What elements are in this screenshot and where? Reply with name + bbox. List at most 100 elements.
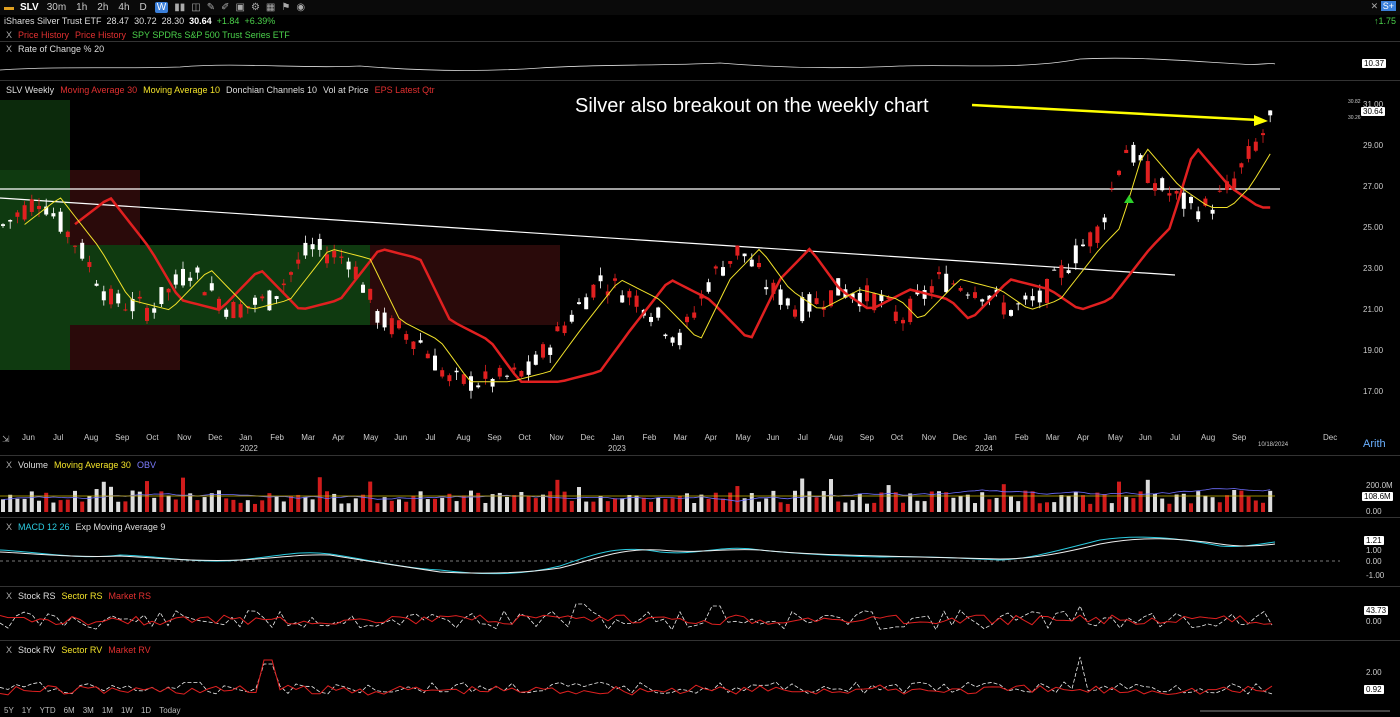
scrollbar[interactable] — [1200, 710, 1390, 712]
legend-market-rs[interactable]: Market RS — [108, 591, 152, 601]
divider — [0, 517, 1400, 518]
vap-zone — [70, 170, 140, 245]
month-label: Jun — [394, 433, 408, 442]
volume-bar — [944, 492, 949, 512]
range-1w[interactable]: 1W — [120, 706, 133, 715]
legend-eps[interactable]: EPS Latest Qtr — [374, 85, 435, 95]
month-label: May — [1107, 433, 1124, 442]
close-rs-icon[interactable]: X — [6, 591, 13, 601]
close-compare-icon[interactable]: X — [6, 30, 13, 40]
compare-item-1[interactable]: Price History — [18, 30, 70, 40]
chart-annotation: Silver also breakout on the weekly chart — [575, 95, 929, 117]
stock-rs-line — [0, 603, 1273, 631]
timeframe-d[interactable]: D — [139, 2, 147, 13]
close-rv-icon[interactable]: X — [6, 645, 13, 655]
volume-bar — [526, 496, 531, 512]
compare-icon[interactable]: ◫ — [191, 2, 201, 13]
legend-ma10[interactable]: Moving Average 10 — [143, 85, 220, 95]
candle — [706, 282, 711, 292]
candle — [577, 302, 581, 305]
range-1y[interactable]: 1Y — [21, 706, 32, 715]
indicator-icon[interactable]: ⚙ — [250, 2, 260, 13]
legend-macd[interactable]: MACD 12 26 — [18, 522, 70, 532]
volume-bar — [433, 498, 437, 512]
layout-icon[interactable]: ▣ — [235, 2, 245, 13]
volume-bar — [281, 501, 286, 512]
legend-vap[interactable]: Vol at Price — [323, 85, 369, 95]
legend-ma30[interactable]: Moving Average 30 — [60, 85, 138, 95]
candle — [188, 277, 193, 281]
range-1m[interactable]: 1M — [101, 706, 113, 715]
legend-stock-rv[interactable]: Stock RV — [18, 645, 56, 655]
legend-stock-rs[interactable]: Stock RS — [18, 591, 56, 601]
candle — [325, 254, 329, 264]
chart-icon[interactable]: ▬ — [4, 2, 14, 13]
compare-item-2[interactable]: Price History — [75, 30, 127, 40]
candle — [785, 298, 790, 306]
zoom-icon[interactable]: ⇲ — [2, 434, 10, 444]
scale-toggle[interactable]: Arith — [1363, 438, 1386, 450]
candle — [454, 370, 459, 373]
flag-icon[interactable]: ⚑ — [281, 2, 291, 13]
timeframe-1h[interactable]: 1h — [76, 2, 88, 13]
close-window-icon[interactable]: ✕ — [1370, 1, 1379, 11]
legend-vol-ma[interactable]: Moving Average 30 — [54, 460, 131, 470]
close-macd-icon[interactable]: X — [6, 522, 13, 532]
close-volume-icon[interactable]: X — [6, 460, 13, 470]
range-3m[interactable]: 3M — [82, 706, 94, 715]
top-toolbar: ▬ SLV 30m 1h 2h 4h D W ▮▮ ◫ ✎ ✐ ▣ ⚙ ▦ ⚑ … — [0, 0, 1400, 15]
volume-bar — [987, 499, 992, 512]
volume-bar — [238, 502, 243, 512]
price-chart[interactable] — [0, 95, 1340, 425]
range-5y[interactable]: 5Y — [4, 706, 14, 715]
candle — [1009, 310, 1013, 316]
volume-bar — [1210, 497, 1215, 512]
candle-type-icon[interactable]: ▮▮ — [174, 2, 186, 13]
range-ytd[interactable]: YTD — [39, 706, 56, 715]
legend-market-rv[interactable]: Market RV — [108, 645, 151, 655]
volume-bar — [1203, 495, 1208, 512]
legend-sector-rv[interactable]: Sector RV — [61, 645, 103, 655]
volume-bar — [1181, 493, 1186, 512]
candle — [663, 334, 668, 337]
pen-icon[interactable]: ✐ — [221, 2, 230, 13]
grid-icon[interactable]: ▦ — [265, 2, 276, 13]
timeframe-4h[interactable]: 4h — [118, 2, 130, 13]
volume-bar — [1073, 491, 1078, 512]
timeframe-w[interactable]: W — [154, 2, 169, 13]
timeframe-30m[interactable]: 30m — [46, 2, 67, 13]
range-today[interactable]: Today — [159, 706, 181, 715]
close-roc-icon[interactable]: X — [6, 44, 13, 54]
symbol-label[interactable]: SLV — [20, 2, 39, 13]
time-axis: Jun Jul Aug Sep Oct Nov Dec Jan Feb Mar Apr May Jun J… — [0, 433, 1340, 457]
draw-icon[interactable]: ✎ — [206, 2, 216, 13]
legend-ema[interactable]: Exp Moving Average 9 — [75, 522, 166, 532]
timeframe-2h[interactable]: 2h — [97, 2, 109, 13]
volume-bar — [274, 496, 279, 512]
legend-sector-rs[interactable]: Sector RS — [61, 591, 103, 601]
candle — [1145, 161, 1150, 183]
candle — [1246, 146, 1251, 159]
candle — [584, 297, 589, 310]
range-6m[interactable]: 6M — [63, 706, 75, 715]
month-label: Jan — [611, 433, 625, 442]
s-badge-icon[interactable]: S+ — [1380, 1, 1396, 11]
legend-symbol[interactable]: SLV Weekly — [6, 85, 55, 95]
security-name: iShares Silver Trust ETF — [4, 16, 102, 26]
alert-icon[interactable]: ◉ — [296, 2, 306, 13]
legend-volume[interactable]: Volume — [18, 460, 49, 470]
volume-bar — [994, 497, 999, 512]
candle — [749, 259, 754, 267]
volume-bar — [1095, 492, 1100, 512]
candle — [159, 287, 164, 305]
macd-tick: 0.00 — [1366, 557, 1382, 566]
range-1d[interactable]: 1D — [140, 706, 152, 715]
legend-obv[interactable]: OBV — [136, 460, 156, 470]
legend-donchian[interactable]: Donchian Channels 10 — [225, 85, 318, 95]
candle — [526, 361, 531, 375]
roc-line — [0, 57, 1276, 71]
compare-item-3[interactable]: SPY SPDRs S&P 500 Trust Series ETF — [132, 30, 290, 40]
quote-line: iShares Silver Trust ETF 28.47 30.72 28.… — [4, 16, 275, 26]
roc-label[interactable]: Rate of Change % 20 — [18, 44, 105, 54]
macd-legend: X MACD 12 26 Exp Moving Average 9 — [6, 522, 171, 532]
